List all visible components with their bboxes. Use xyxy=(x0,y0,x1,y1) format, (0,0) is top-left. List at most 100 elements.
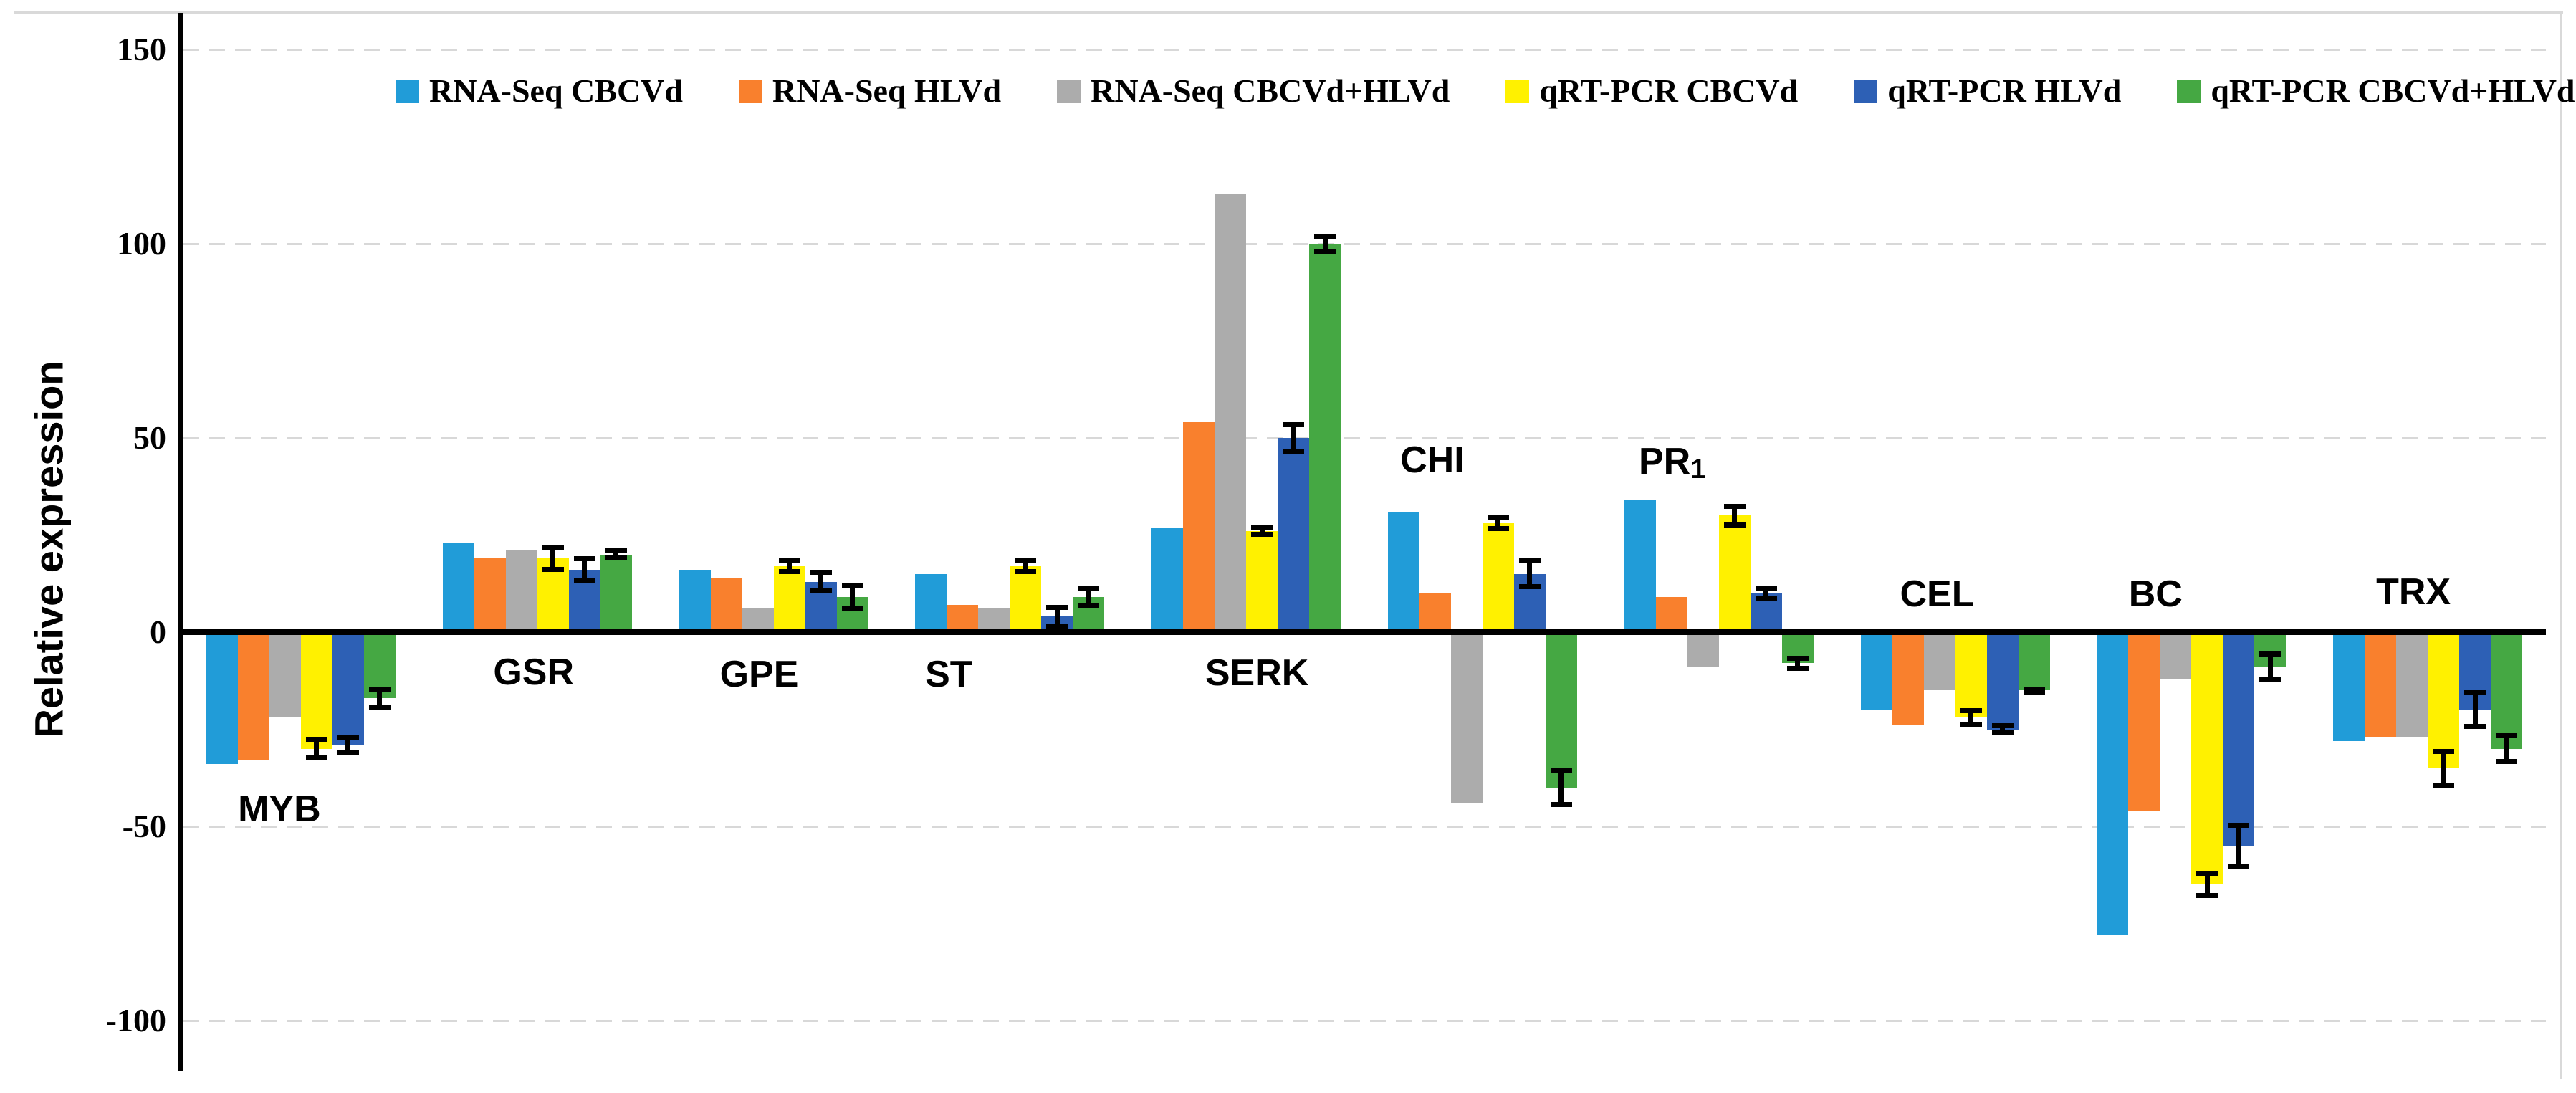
bar xyxy=(1419,593,1451,632)
category-label-st: ST xyxy=(925,654,973,695)
category-label-bc: BC xyxy=(2128,573,2183,615)
error-bar xyxy=(2031,686,2036,695)
error-bar xyxy=(613,548,619,560)
y-tick-label: -50 xyxy=(122,808,166,844)
bar xyxy=(1955,632,1987,718)
y-tick-label: 150 xyxy=(117,31,166,67)
error-bar xyxy=(2204,871,2210,899)
bar xyxy=(1183,422,1215,632)
legend-label: qRT-PCR CBCVd+HLVd xyxy=(2211,72,2575,109)
bar xyxy=(1718,515,1751,632)
y-tick-label: 100 xyxy=(117,225,166,262)
error-bar xyxy=(2236,822,2241,869)
category-label-pr1: PR1 xyxy=(1638,441,1706,485)
error-bar xyxy=(1558,768,1564,807)
bar xyxy=(2396,632,2428,738)
bar xyxy=(1010,565,1042,632)
bar xyxy=(679,570,711,632)
error-bar xyxy=(1527,558,1533,590)
bar xyxy=(1624,500,1656,632)
error-bar xyxy=(314,737,320,760)
bar xyxy=(1545,632,1577,788)
legend-swatch-icon xyxy=(1854,79,1878,103)
category-label-myb: MYB xyxy=(238,788,321,830)
y-tick-label: -100 xyxy=(105,1002,166,1039)
bar xyxy=(978,608,1010,632)
bar xyxy=(1860,632,1892,710)
bar xyxy=(915,573,947,632)
gridline-y-150 xyxy=(183,49,2546,51)
error-bar xyxy=(2441,748,2446,788)
bar xyxy=(332,632,364,745)
category-label-cel: CEL xyxy=(1900,573,1975,615)
legend-item: RNA-Seq HLVd xyxy=(738,72,1002,109)
x-axis-zero-line xyxy=(178,629,2546,635)
error-bar xyxy=(2504,732,2509,765)
bar xyxy=(1687,632,1719,667)
error-bar xyxy=(1322,234,1328,254)
error-bar xyxy=(2267,651,2273,683)
bar xyxy=(710,578,742,632)
error-bar xyxy=(1968,707,1973,727)
bar xyxy=(206,632,238,765)
legend-label: RNA-Seq HLVd xyxy=(772,72,1002,109)
error-bar xyxy=(1795,655,1801,672)
bar xyxy=(1923,632,1955,691)
error-bar xyxy=(1495,515,1501,532)
error-bar xyxy=(1086,585,1091,609)
legend-item: qRT-PCR HLVd xyxy=(1854,75,2121,108)
error-bar xyxy=(1023,558,1028,574)
bar xyxy=(1278,438,1310,632)
plot-right-border xyxy=(2560,11,2562,1079)
legend-item: RNA-Seq CBCVd xyxy=(396,75,683,108)
bar xyxy=(1215,193,1247,632)
error-bar xyxy=(1732,504,1738,528)
y-tick-label: 0 xyxy=(150,614,166,650)
legend-label: RNA-Seq CBCVd xyxy=(429,72,683,109)
legend-swatch-icon xyxy=(1057,79,1081,103)
bar xyxy=(1986,632,2019,730)
y-axis-line xyxy=(178,13,183,1071)
bar xyxy=(2428,632,2460,768)
legend-swatch-icon xyxy=(738,79,762,103)
bar xyxy=(442,543,474,632)
bar xyxy=(1892,632,1924,726)
legend-item: qRT-PCR CBCVd xyxy=(1505,75,1798,108)
bar xyxy=(2128,632,2160,811)
error-bar xyxy=(1259,525,1265,538)
bar xyxy=(2191,632,2223,885)
error-bar xyxy=(1054,605,1060,629)
error-bar xyxy=(787,558,792,574)
legend-label: qRT-PCR CBCVd xyxy=(1539,72,1799,109)
error-bar xyxy=(582,556,588,584)
legend-swatch-icon xyxy=(396,79,419,103)
error-bar xyxy=(1291,422,1296,454)
bar xyxy=(474,558,506,632)
error-bar xyxy=(377,686,383,710)
category-label-gsr: GSR xyxy=(493,651,575,693)
bar xyxy=(269,632,301,718)
category-label-chi: CHI xyxy=(1400,439,1465,481)
bar xyxy=(742,608,774,632)
legend-item: RNA-Seq CBCVd+HLVd xyxy=(1057,75,1450,108)
bar xyxy=(300,632,332,749)
error-bar xyxy=(2472,690,2478,730)
gridline-y--100 xyxy=(183,1020,2546,1022)
bar xyxy=(2160,632,2192,679)
bar xyxy=(1246,531,1278,632)
gridline-y--50 xyxy=(183,826,2546,828)
bar xyxy=(237,632,269,760)
category-label-gpe: GPE xyxy=(719,654,799,695)
error-bar xyxy=(2000,723,2005,735)
bar xyxy=(1151,527,1184,632)
bar xyxy=(947,605,979,632)
gridline-y-50 xyxy=(183,437,2546,439)
legend-swatch-icon xyxy=(1505,79,1530,103)
legend: RNA-Seq CBCVd RNA-Seq HLVd RNA-Seq CBCVd+H… xyxy=(396,75,2575,108)
plot-top-border xyxy=(14,11,2563,14)
bar xyxy=(2018,632,2050,691)
error-bar xyxy=(550,545,556,572)
category-label-serk: SERK xyxy=(1205,652,1309,694)
bar xyxy=(2223,632,2255,846)
